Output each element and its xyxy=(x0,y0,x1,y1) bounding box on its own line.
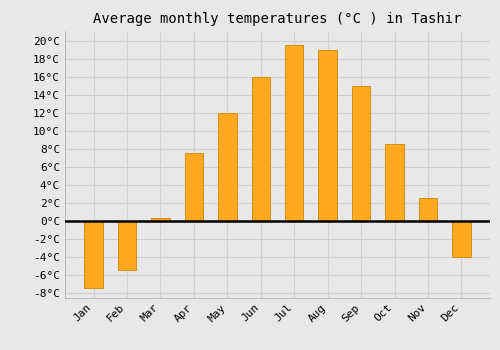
Bar xyxy=(252,77,270,221)
Bar xyxy=(285,45,304,221)
Bar xyxy=(452,221,470,257)
Bar xyxy=(386,144,404,221)
Bar xyxy=(151,218,170,221)
Title: Average monthly temperatures (°C ) in Tashir: Average monthly temperatures (°C ) in Ta… xyxy=(93,12,462,26)
Bar xyxy=(352,86,370,221)
Bar xyxy=(318,50,337,221)
Bar xyxy=(84,221,102,288)
Bar xyxy=(118,221,136,271)
Bar xyxy=(184,153,203,221)
Bar xyxy=(218,113,236,221)
Bar xyxy=(419,198,437,221)
